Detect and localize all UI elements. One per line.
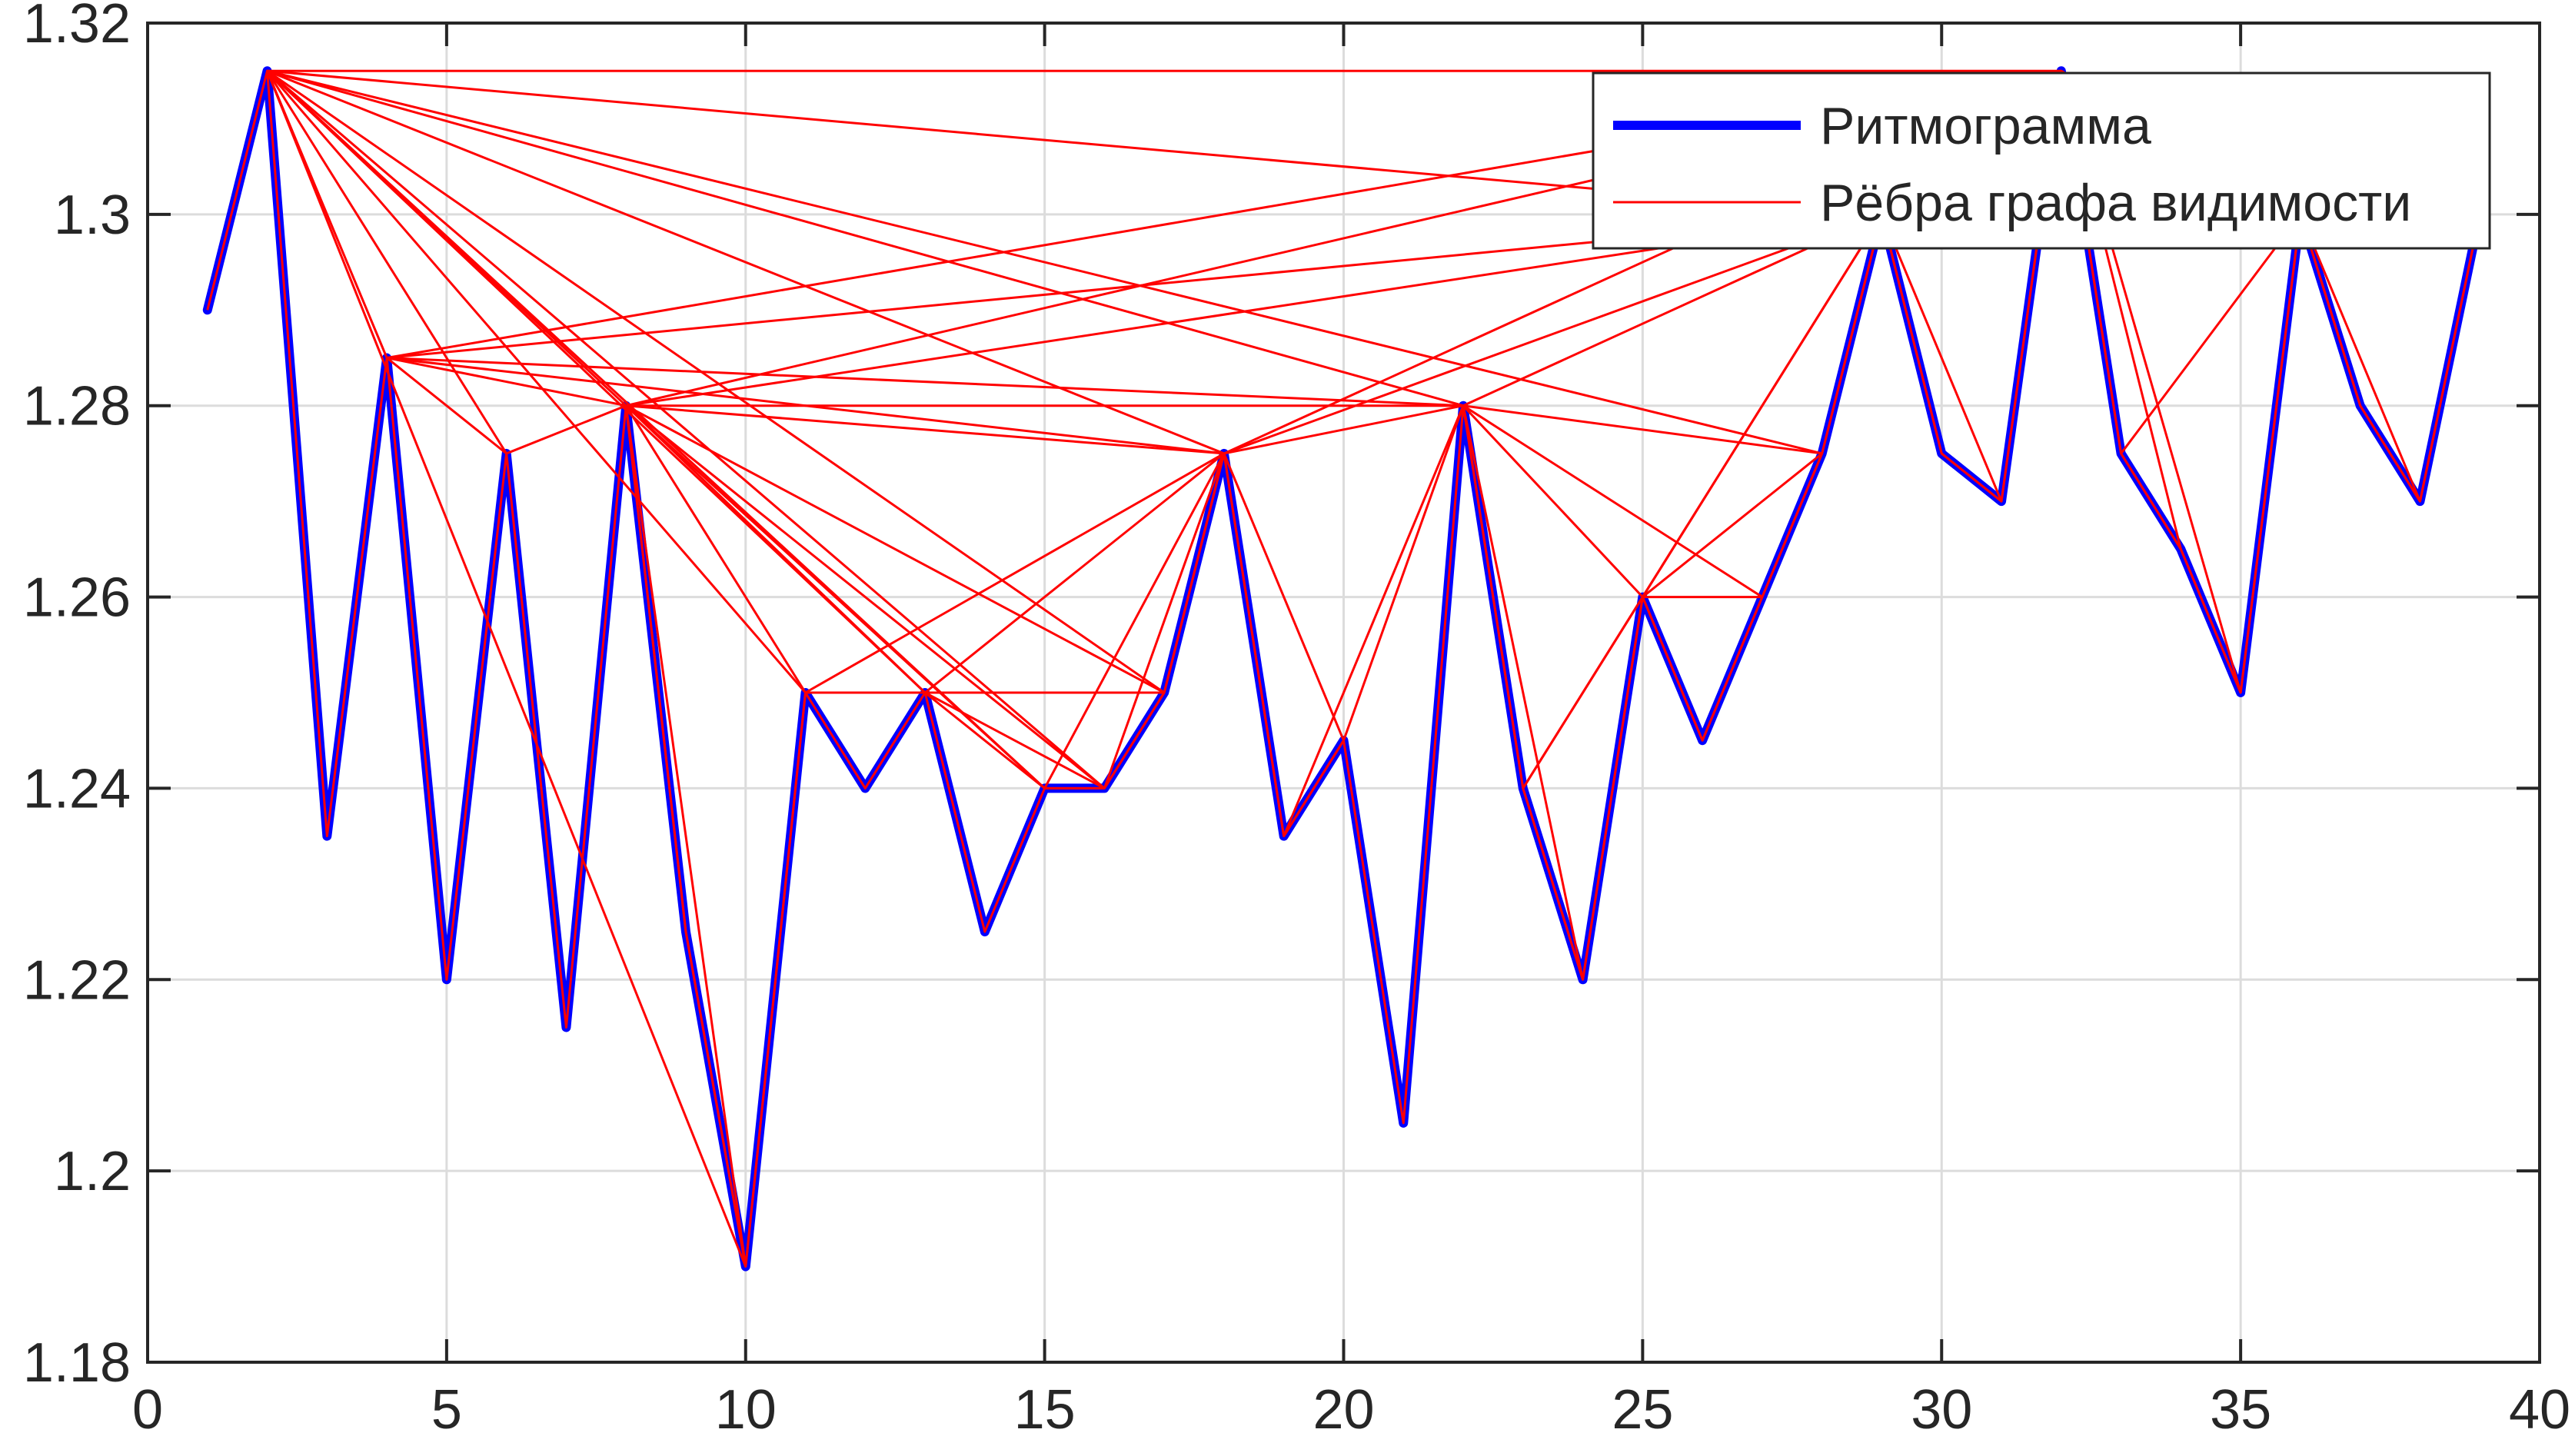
- legend-label-rhythmogram: Ритмограмма: [1820, 97, 2151, 155]
- visibility-edge: [624, 405, 687, 932]
- x-tick-label: 15: [1014, 1379, 1076, 1441]
- x-tick-label: 30: [1911, 1379, 1972, 1441]
- y-tick-label: 1.3: [54, 184, 131, 246]
- visibility-edge: [1342, 405, 1465, 741]
- visibility-edge: [625, 404, 1165, 694]
- tick-marks: [146, 22, 2541, 1364]
- visibility-edge: [1223, 404, 1464, 455]
- visibility-edge: [1462, 404, 1763, 598]
- visibility-edge: [266, 69, 1166, 694]
- visibility-edge: [386, 357, 507, 455]
- visibility-edge: [266, 70, 807, 693]
- visibility-edge: [1223, 213, 1882, 455]
- visibility-edge: [1043, 453, 1226, 789]
- x-tick-label: 35: [2210, 1379, 2271, 1441]
- visibility-edge: [1941, 452, 2002, 503]
- visibility-edge: [2299, 214, 2421, 502]
- visibility-edge: [1103, 692, 1166, 789]
- visibility-edge: [1881, 214, 1943, 454]
- visibility-edge: [386, 357, 627, 407]
- visibility-edge: [1701, 596, 1764, 741]
- visibility-edge: [1881, 214, 2003, 502]
- legend: Ритмограмма Рёбра графа видимости: [1592, 71, 2491, 250]
- y-tick-label: 1.2: [54, 1141, 131, 1202]
- tick-labels: 0 5 10 15 20 25 30 35 40 1.18 1.2 1.22 1.24 1.26 1.28 1…: [23, 0, 2570, 1441]
- visibility-edge: [1163, 453, 1226, 693]
- visibility-edge: [2120, 213, 2302, 454]
- x-tick-label: 10: [715, 1379, 777, 1441]
- x-tick-label: 25: [1612, 1379, 1673, 1441]
- visibility-edge: [1462, 405, 1525, 789]
- visibility-edge: [624, 404, 807, 693]
- visibility-edge: [1522, 787, 1585, 980]
- visibility-edge: [387, 357, 1464, 407]
- x-tick-label: 0: [132, 1379, 163, 1441]
- legend-label-edges: Рёбра графа видимости: [1820, 174, 2411, 232]
- x-tick-label: 40: [2509, 1379, 2570, 1441]
- visibility-edge: [924, 452, 1225, 694]
- visibility-edge: [1821, 214, 1883, 454]
- legend-box: [1592, 71, 2491, 250]
- visibility-edge: [804, 452, 1225, 694]
- visibility-edge: [624, 405, 747, 1267]
- y-tick-label: 1.26: [23, 567, 131, 629]
- visibility-edge: [1761, 453, 1824, 598]
- visibility-edge: [1462, 404, 1644, 598]
- visibility-edge: [744, 692, 807, 1267]
- visibility-edge: [1462, 404, 1822, 455]
- visibility-edge: [1582, 597, 1644, 980]
- visibility-edge: [1642, 214, 1883, 598]
- visibility-edge: [2418, 214, 2481, 502]
- visibility-edge: [266, 70, 1106, 789]
- visibility-edge: [267, 69, 1464, 407]
- visibility-edge: [1283, 405, 1465, 837]
- visibility-edge: [1223, 453, 1286, 836]
- visibility-edge: [1641, 596, 1704, 741]
- visibility-edge: [2359, 404, 2421, 502]
- x-tick-label: 5: [431, 1379, 462, 1441]
- visibility-edge: [1223, 453, 1345, 741]
- visibility-edge: [625, 404, 927, 694]
- visibility-edge: [1283, 740, 1345, 837]
- visibility-edge: [266, 69, 1225, 455]
- visibility-edge: [625, 404, 1046, 789]
- visibility-edge: [1642, 452, 1823, 598]
- visibility-edge: [2179, 548, 2242, 693]
- visibility-edge: [924, 691, 1106, 789]
- visibility-edge: [506, 404, 627, 455]
- visibility-edge: [1103, 453, 1226, 789]
- x-tick-label: 20: [1312, 1379, 1374, 1441]
- y-tick-label: 1.32: [23, 0, 131, 55]
- visibility-edge: [1462, 405, 1585, 980]
- visibility-edge: [266, 70, 507, 454]
- y-tick-label: 1.24: [23, 758, 131, 819]
- y-tick-label: 1.28: [23, 376, 131, 437]
- y-tick-label: 1.22: [23, 949, 131, 1011]
- visibility-edge: [2120, 453, 2182, 550]
- visibility-edge: [924, 691, 1046, 789]
- visibility-edge: [684, 931, 747, 1267]
- visibility-edge: [267, 69, 1823, 455]
- visibility-edge: [625, 404, 1106, 789]
- y-tick-label: 1.18: [23, 1332, 131, 1394]
- visibility-edge: [266, 70, 747, 1268]
- visibility-edge: [2239, 214, 2302, 693]
- visibility-edge: [626, 404, 1225, 455]
